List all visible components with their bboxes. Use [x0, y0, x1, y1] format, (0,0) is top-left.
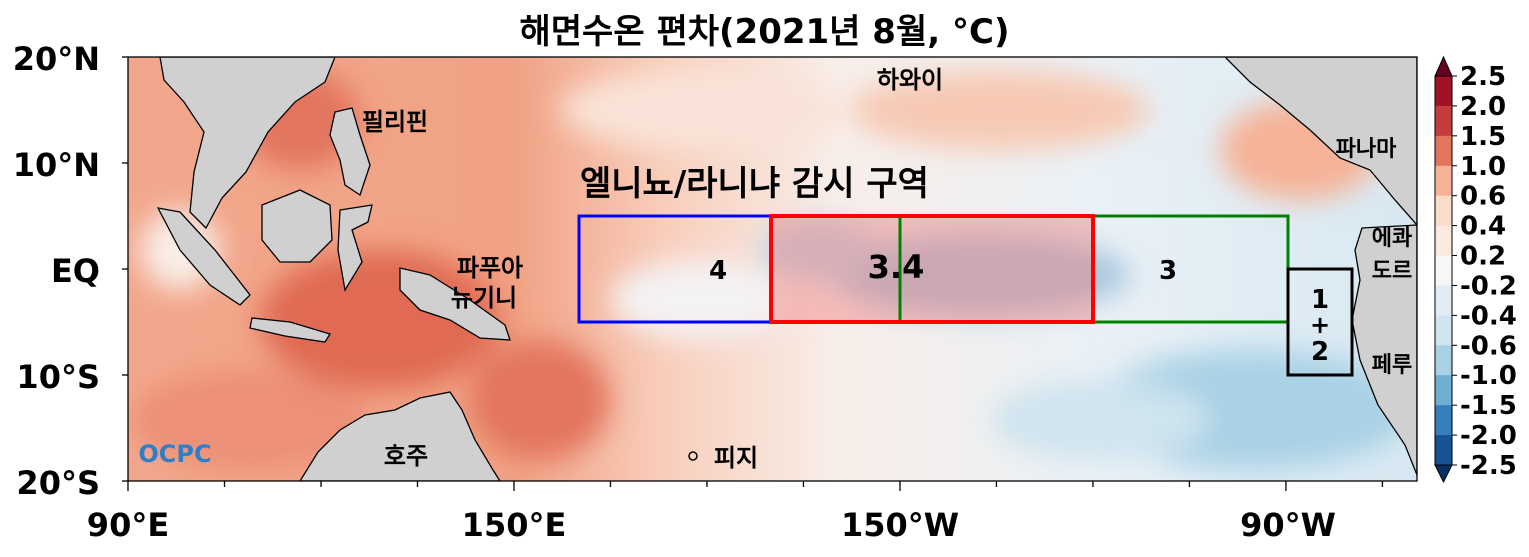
colorbar-segment	[1435, 285, 1452, 316]
y-tick-label: 10°S	[16, 358, 100, 396]
label-ecuador-1: 에콰	[1372, 226, 1412, 251]
label-hawaii: 하와이	[877, 66, 943, 94]
nino12-label-2: 2	[1311, 337, 1329, 367]
colorbar-tick-label: 0.2	[1460, 242, 1506, 272]
nino4-label: 4	[709, 256, 727, 286]
colorbar-segment	[1435, 255, 1452, 286]
monitoring-title: 엘니뇨/라니냐 감시 구역	[580, 164, 929, 204]
colorbar-tick-label: -1.0	[1460, 361, 1517, 391]
colorbar-tick-label: -0.6	[1460, 331, 1517, 361]
y-tick-label: 20°S	[16, 464, 100, 502]
label-peru: 페루	[1372, 353, 1412, 378]
label-ecuador-2: 도르	[1372, 259, 1412, 284]
colorbar-segment	[1435, 405, 1452, 436]
land-sumatra	[156, 207, 251, 306]
colorbar-tick-label: -0.4	[1460, 301, 1517, 331]
y-ticks	[122, 56, 128, 482]
colorbar-frame	[1434, 75, 1453, 466]
colorbar-segment	[1435, 76, 1452, 107]
colorbar-extend-low	[1434, 464, 1453, 484]
y-tick-label: EQ	[51, 252, 100, 290]
land-borneo	[261, 189, 333, 263]
colorbar: 2.52.01.51.00.60.40.2-0.2-0.4-0.6-1.0-1.…	[1434, 55, 1517, 484]
land-sulawesi	[337, 204, 373, 292]
colorbar-segment	[1435, 135, 1452, 167]
label-fiji: 피지	[714, 444, 758, 472]
colorbar-tick-label: -2.5	[1460, 451, 1517, 481]
label-panama: 파나마	[1336, 137, 1397, 162]
label-philippines: 필리핀	[362, 108, 428, 136]
colorbar-segment	[1435, 225, 1452, 257]
x-tick-label: 150°E	[462, 506, 567, 544]
colorbar-tick-label: 2.5	[1460, 62, 1506, 92]
land-java	[249, 317, 332, 343]
x-tick-label: 90°W	[1240, 506, 1336, 544]
colorbar-tick-label: 1.5	[1460, 122, 1506, 152]
nino3-label: 3	[1159, 256, 1177, 286]
figure-title: 해면수온 편차(2021년 8월, °C)	[519, 12, 1010, 52]
label-papua-1: 파푸아	[457, 254, 523, 282]
x-tick-label: 150°W	[841, 506, 959, 544]
nino12-label-1: 1	[1311, 285, 1329, 315]
map-area	[128, 57, 1417, 481]
nino12-label-plus: +	[1310, 311, 1330, 339]
nino12-box	[1286, 267, 1354, 377]
land-philippines	[329, 107, 371, 197]
colorbar-segment	[1435, 345, 1452, 376]
land-indochina	[159, 57, 336, 230]
fiji-island	[688, 451, 698, 461]
colorbar-tick-label: 0.4	[1460, 212, 1506, 242]
colorbar-tick-label: -2.0	[1460, 421, 1517, 451]
colorbar-segment	[1435, 195, 1452, 227]
ocpc-logo: OCPC	[138, 440, 211, 468]
land-australia	[299, 391, 501, 481]
colorbar-segment	[1435, 165, 1452, 197]
label-papua-2: 뉴기니	[451, 284, 517, 312]
colorbar-tick-label: 2.0	[1460, 92, 1506, 122]
colorbar-segment	[1435, 105, 1452, 137]
colorbar-tick-label: 0.6	[1460, 182, 1506, 212]
land-south-america	[1351, 224, 1417, 476]
land-new-guinea	[399, 267, 511, 341]
colorbar-tick-label: 1.0	[1460, 152, 1506, 182]
colorbar-segment	[1435, 435, 1452, 466]
colorbar-segment	[1435, 315, 1452, 346]
x-ticks	[127, 481, 1384, 491]
landmasses	[156, 57, 1417, 481]
colorbar-segment	[1435, 375, 1452, 406]
nino34-fill	[771, 216, 1093, 322]
y-tick-label: 20°N	[13, 40, 100, 78]
colorbar-tick-label: -1.5	[1460, 391, 1517, 421]
nino34-box	[769, 214, 1095, 324]
colorbar-tick-label: -0.2	[1460, 271, 1517, 301]
y-tick-label: 10°N	[13, 146, 100, 184]
x-tick-label: 90°E	[87, 506, 169, 544]
nino34-label: 3.4	[868, 248, 925, 286]
label-australia: 호주	[384, 442, 428, 470]
colorbar-extend-high	[1434, 55, 1453, 77]
land-central-america	[1224, 57, 1417, 226]
